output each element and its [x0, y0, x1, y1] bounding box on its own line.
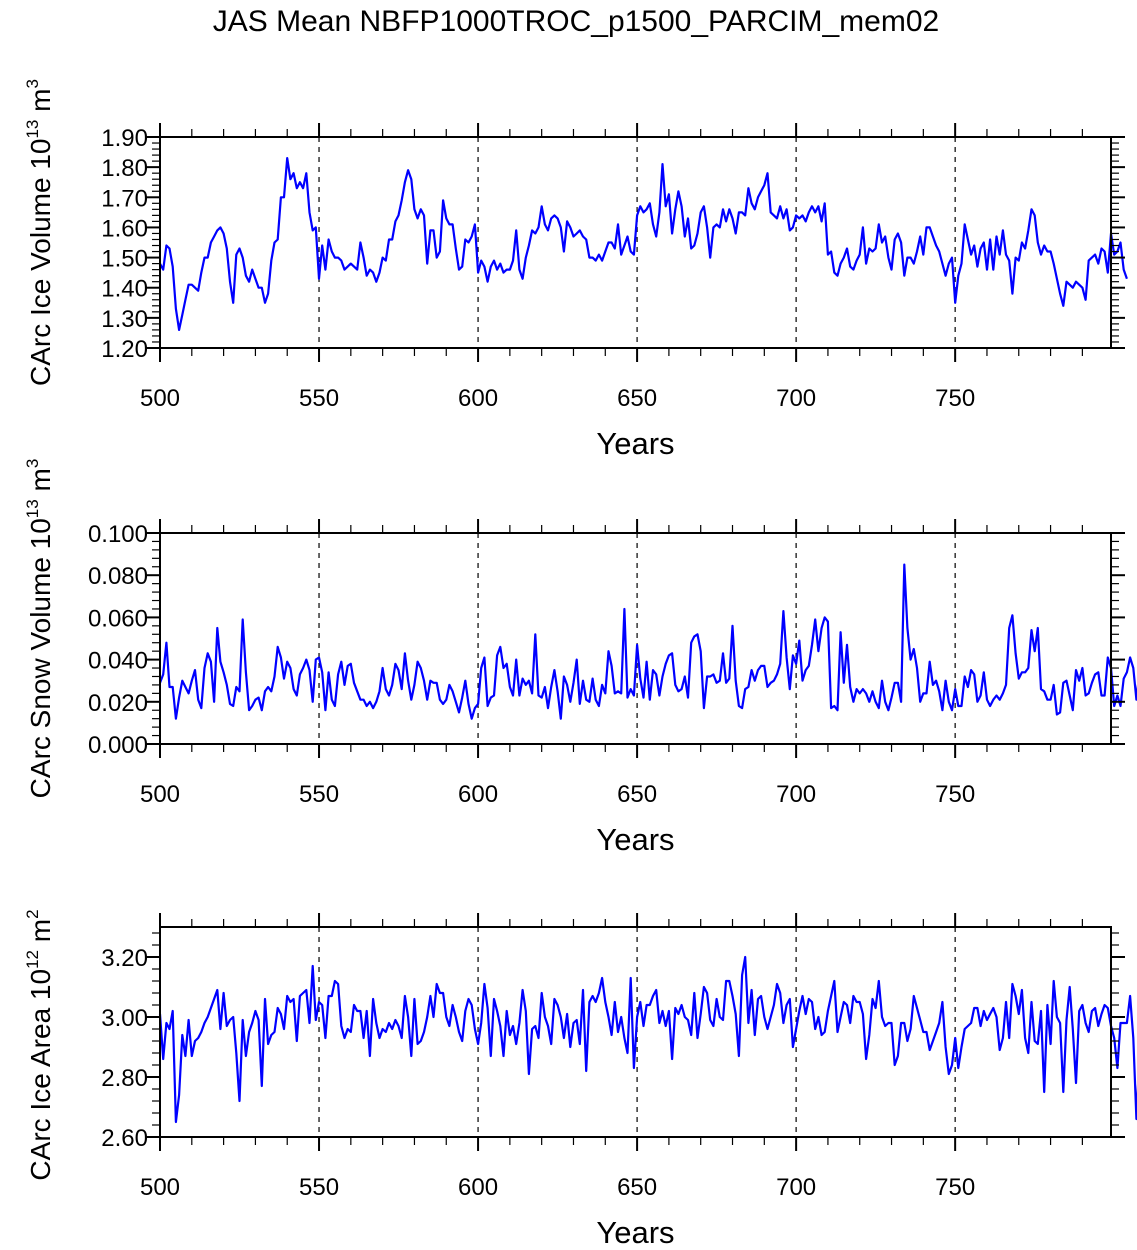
y-axis-label-exponent: 12 [23, 950, 42, 969]
y-tick-label: 0.040 [88, 648, 148, 675]
y-tick-label: 1.70 [101, 185, 148, 212]
y-tick-label: 1.40 [101, 276, 148, 303]
x-tick-label: 750 [935, 781, 975, 808]
x-tick-label: 500 [140, 1174, 180, 1201]
x-tick-label: 700 [776, 385, 816, 412]
x-tick-label: 650 [617, 1174, 657, 1201]
y-tick-label: 0.100 [88, 521, 148, 548]
y-axis-label-unit: m [25, 919, 56, 950]
y-tick-label: 1.20 [101, 336, 148, 363]
x-tick-label: 750 [935, 385, 975, 412]
data-series-line [159, 157, 1128, 331]
x-tick-label: 700 [776, 1174, 816, 1201]
x-tick-label: 650 [617, 781, 657, 808]
y-axis-label-exponent: 13 [23, 499, 42, 518]
y-tick-label: 2.80 [101, 1065, 148, 1092]
panel-3: 500 550 600 650 700 750 2.60 2.80 3.00 3.20 Years C… [23, 909, 1137, 1250]
x-tick-label: 500 [140, 781, 180, 808]
x-tick-label: 500 [140, 385, 180, 412]
x-tick-label: 750 [935, 1174, 975, 1201]
y-axis-label-text: CArc Snow Volume 10 [25, 518, 56, 798]
plot-frame [159, 926, 1112, 1138]
x-axis-label: Years [596, 822, 674, 857]
y-axis-label: CArc Ice Area 1012 m2 [23, 909, 56, 1180]
panel-2: 500 550 600 650 700 750 0.000 0.020 0.040 0.060 0.… [23, 459, 1137, 857]
y-axis-label: CArc Snow Volume 1013 m3 [23, 459, 56, 799]
x-tick-label: 650 [617, 385, 657, 412]
y-tick-label: 3.20 [101, 945, 148, 972]
y-tick-label: 0.020 [88, 690, 148, 717]
x-tick-label: 550 [299, 385, 339, 412]
x-axis-label: Years [596, 426, 674, 461]
y-axis-label-unit-exponent: 3 [23, 459, 42, 468]
x-tick-label: 600 [458, 1174, 498, 1201]
y-tick-label: 1.60 [101, 215, 148, 242]
y-tick-label: 1.30 [101, 306, 148, 333]
y-tick-label: 1.50 [101, 246, 148, 273]
y-axis-label-text: CArc Ice Area 10 [25, 969, 56, 1181]
y-tick-label: 3.00 [101, 1005, 148, 1032]
y-tick-label: 1.80 [101, 155, 148, 182]
x-tick-label: 600 [458, 385, 498, 412]
y-tick-label: 0.060 [88, 605, 148, 632]
plot-frame [159, 136, 1112, 349]
figure-title: JAS Mean NBFP1000TROC_p1500_PARCIM_mem02 [213, 5, 939, 38]
data-series-line [158, 563, 1137, 720]
data-series-line [158, 955, 1137, 1124]
y-axis-label-unit: m [25, 468, 56, 499]
y-axis-label-unit-exponent: 3 [23, 79, 42, 88]
y-axis-label-unit: m [25, 88, 56, 119]
y-tick-label: 0.000 [88, 732, 148, 759]
x-tick-label: 700 [776, 781, 816, 808]
x-axis-label: Years [596, 1215, 674, 1250]
x-tick-label: 600 [458, 781, 498, 808]
y-axis-label-exponent: 13 [23, 120, 42, 139]
y-tick-label: 0.080 [88, 563, 148, 590]
y-axis-label: CArc Ice Volume 1013 m3 [23, 79, 56, 386]
x-tick-label: 550 [299, 781, 339, 808]
panel-1: 500 550 600 650 700 750 1.20 1.30 1.40 1.50 1.60 1.… [23, 79, 1128, 461]
plot-frame [159, 532, 1112, 745]
y-axis-label-unit-exponent: 2 [23, 909, 42, 918]
y-axis-label-text: CArc Ice Volume 10 [25, 139, 56, 386]
y-tick-label: 2.60 [101, 1125, 148, 1152]
x-tick-label: 550 [299, 1174, 339, 1201]
y-tick-label: 1.90 [101, 125, 148, 152]
